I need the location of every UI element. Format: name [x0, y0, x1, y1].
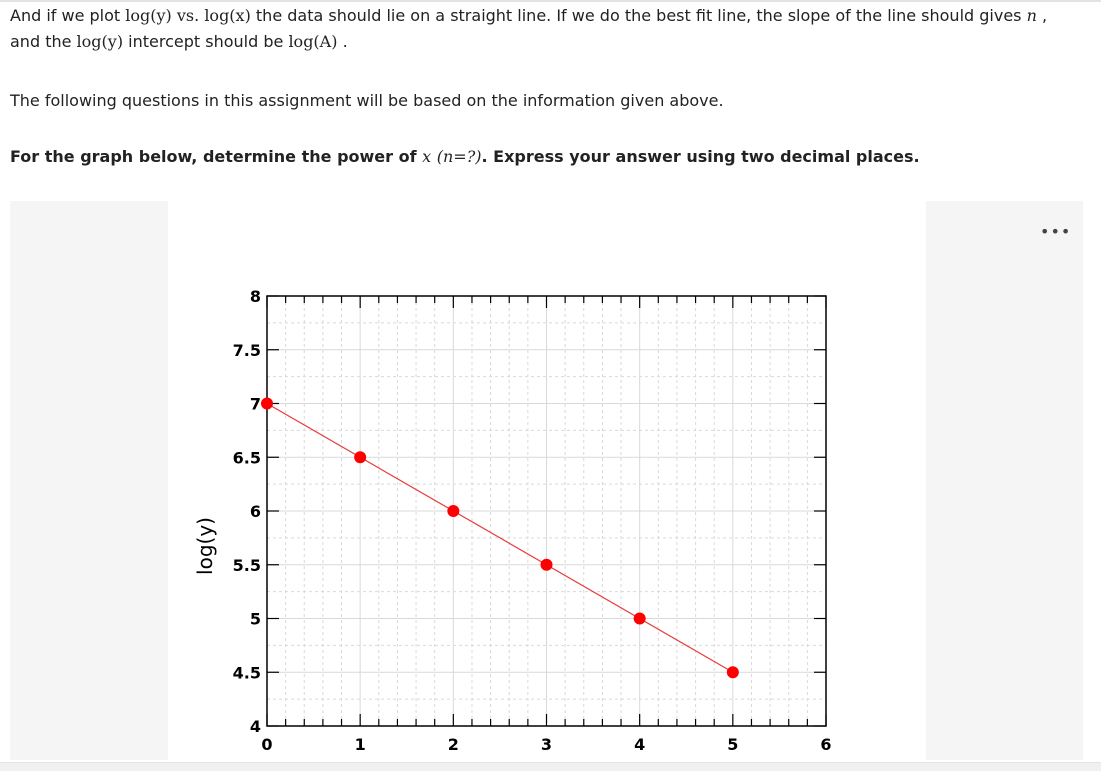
data-point — [633, 612, 646, 625]
x-tick-label: 0 — [261, 735, 272, 754]
data-point — [261, 397, 273, 410]
fit-line-layer — [266, 402, 734, 673]
y-tick-label: 4 — [250, 717, 261, 736]
right-panel — [926, 201, 1083, 760]
math-vs: vs. — [176, 6, 200, 25]
bottom-divider — [0, 762, 1101, 771]
data-points — [261, 397, 739, 679]
y-tick-label: 7.5 — [233, 341, 261, 360]
intro-text: . — [342, 32, 348, 51]
x-tick-label: 5 — [727, 735, 738, 754]
tick-labels: 0 1 2 3 4 5 6 4 4.5 5 5.5 6 6.5 7 7.5 8 log(y) — [193, 287, 832, 754]
intro-text: , — [1042, 6, 1048, 25]
question-text: For the graph below, determine the power… — [10, 147, 417, 166]
fit-line — [266, 402, 734, 673]
x-tick-label: 3 — [541, 735, 552, 754]
intro-line-2: and the log(y) intercept should be log(A… — [10, 30, 348, 54]
intro-line-1: And if we plot log(y) vs. log(x) the dat… — [10, 4, 1047, 28]
x-tick-label: 2 — [448, 735, 459, 754]
data-point — [354, 451, 367, 464]
question-text: . Express your answer using two decimal … — [481, 147, 920, 166]
more-options-icon[interactable]: ••• — [1040, 222, 1072, 241]
math-x: x — [422, 147, 432, 166]
intro-text: intercept should be — [128, 32, 284, 51]
x-tick-label: 4 — [634, 735, 645, 754]
x-tick-label: 6 — [820, 735, 831, 754]
math-n: n — [1026, 6, 1037, 25]
y-tick-label: 4.5 — [233, 663, 261, 682]
question-prompt: For the graph below, determine the power… — [10, 145, 920, 169]
data-point — [726, 666, 739, 679]
math-log-y: log(y) — [125, 6, 172, 25]
math-log-x: log(x) — [204, 6, 251, 25]
top-divider — [0, 0, 1101, 2]
assignment-note: The following questions in this assignme… — [10, 91, 724, 110]
math-log-y: log(y) — [76, 32, 124, 51]
y-axis-label: log(y) — [193, 517, 217, 575]
grid — [267, 296, 826, 726]
y-tick-label: 7 — [250, 395, 261, 414]
math-n-expression: (n=?) — [436, 147, 482, 166]
y-tick-label: 5.5 — [233, 556, 261, 575]
y-tick-label: 8 — [250, 287, 261, 306]
intro-text: the data should lie on a straight line. … — [255, 6, 1022, 25]
y-tick-label: 5 — [250, 610, 261, 629]
intro-text: and the — [10, 32, 72, 51]
y-tick-label: 6 — [250, 502, 261, 521]
x-tick-label: 1 — [355, 735, 366, 754]
math-log-a: log(A) — [288, 32, 338, 51]
intro-text: And if we plot — [10, 6, 121, 25]
axes — [266, 295, 827, 727]
left-panel — [10, 201, 168, 760]
data-point — [540, 558, 553, 571]
y-tick-label: 6.5 — [233, 448, 261, 467]
data-point — [447, 505, 460, 517]
